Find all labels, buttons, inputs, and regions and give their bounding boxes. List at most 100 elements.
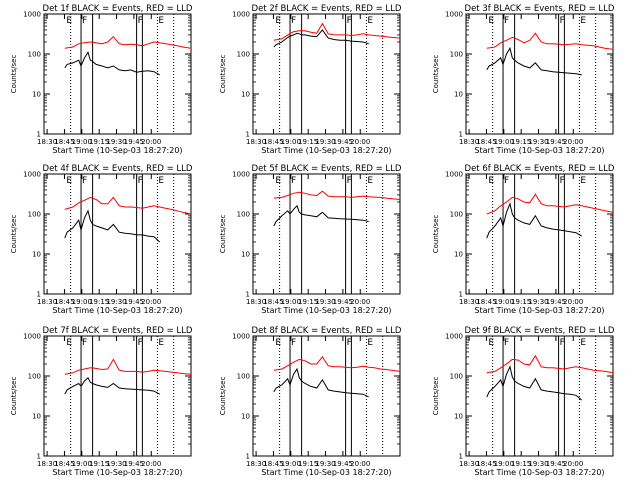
flag-label: F [138,338,143,348]
y-tick-label: 1000 [23,171,41,179]
panel-6: Det 6f BLACK = Events, RED = LLD 1 10 100 10… [432,164,615,315]
plot-frame [43,173,192,295]
flag-label: F [560,176,565,186]
y-tick-label: 100 [28,51,41,59]
x-tick-label: 19:15 [89,138,109,146]
flag-label: E [158,338,164,348]
x-tick-label: 19:30 [528,138,548,146]
y-tick-label: 10 [241,251,250,259]
x-tick-label: 20:00 [141,460,161,468]
flag-label: E [488,16,494,26]
y-tick-label: 1 [246,291,250,299]
flag-label: E [580,338,586,348]
flag-label: F [347,16,352,26]
x-tick-label: 20:00 [141,298,161,306]
x-axis-label: Start Time (10-Sep-03 18:27:20) [52,146,182,155]
x-tick-label: 18:30 [246,138,266,146]
flag-label: F [291,176,296,186]
panel-4: Det 4f BLACK = Events, RED = LLD 1 10 100 10… [10,164,193,315]
y-tick-label: 1 [37,291,41,299]
x-tick-label: 19:15 [298,460,318,468]
y-axis-label: Counts/sec [10,215,18,254]
x-tick-label: 19:30 [315,298,335,306]
flag-label: E [158,16,164,26]
x-tick-label: 19:15 [511,138,531,146]
series-events-line [273,29,369,48]
series-lld-line [64,35,192,49]
flag-label: E [275,338,281,348]
y-axis-label: Counts/sec [219,377,227,416]
x-axis-label: Start Time (10-Sep-03 18:27:20) [261,146,391,155]
y-tick-label: 1 [459,453,463,461]
x-tick-label: 19:45 [124,460,144,468]
x-tick-label: 18:45 [54,138,74,146]
panel-7: Det 7f BLACK = Events, RED = LLD 1 10 100 10… [10,326,193,477]
series-lld-line [486,354,614,374]
x-tick-label: 18:45 [263,298,283,306]
y-tick-label: 10 [32,413,41,421]
y-tick-label: 100 [28,373,41,381]
x-axis-label: Start Time (10-Sep-03 18:27:20) [261,468,391,477]
x-tick-label: 19:30 [528,460,548,468]
flag-label: E [66,16,72,26]
x-axis-label: Start Time (10-Sep-03 18:27:20) [261,306,391,315]
x-tick-label: 18:30 [37,460,57,468]
flag-label: F [138,176,143,186]
panel-2: Det 2f BLACK = Events, RED = LLD 1 10 100 10… [219,4,402,155]
y-tick-label: 100 [450,373,463,381]
y-tick-label: 1000 [445,11,463,19]
y-tick-label: 1 [459,131,463,139]
plot-frame [43,13,192,135]
flag-label: F [560,16,565,26]
series-events-line [486,365,583,401]
series-lld-line [273,356,401,372]
y-tick-label: 1 [246,131,250,139]
panel-8: Det 8f BLACK = Events, RED = LLD 1 10 100 10… [219,326,402,477]
panel-5: Det 5f BLACK = Events, RED = LLD 1 10 100 10… [219,164,402,315]
x-tick-label: 19:15 [89,460,109,468]
x-tick-label: 18:30 [459,298,479,306]
y-tick-label: 100 [28,211,41,219]
x-tick-label: 19:00 [281,298,301,306]
y-tick-label: 10 [32,91,41,99]
flag-label: F [82,338,87,348]
y-tick-label: 1000 [445,171,463,179]
y-tick-label: 100 [450,211,463,219]
flag-label: F [560,338,565,348]
series-lld-line [486,193,614,215]
series-events-line [64,209,161,243]
flag-label: E [367,176,373,186]
panel-title: Det 2f BLACK = Events, RED = LLD [252,4,402,14]
plot-frame [252,13,401,135]
series-lld-line [64,196,192,215]
plot-frame [465,173,614,295]
x-tick-label: 18:45 [476,298,496,306]
panel-3: Det 3f BLACK = Events, RED = LLD 1 10 100 10… [432,4,615,155]
y-axis-label: Counts/sec [10,55,18,94]
x-tick-label: 19:00 [494,460,514,468]
flag-label: E [275,176,281,186]
y-axis-label: Counts/sec [432,377,440,416]
flag-label: F [82,176,87,186]
series-lld-line [486,32,614,50]
plot-frame [252,173,401,295]
x-tick-label: 18:30 [246,298,266,306]
x-tick-label: 19:45 [333,138,353,146]
x-tick-label: 18:45 [476,138,496,146]
flag-label: E [488,176,494,186]
y-tick-label: 1000 [23,11,41,19]
y-axis-label: Counts/sec [432,55,440,94]
panel-title: Det 4f BLACK = Events, RED = LLD [43,164,193,174]
panel-title: Det 9f BLACK = Events, RED = LLD [465,326,615,336]
x-tick-label: 19:15 [89,298,109,306]
x-axis-label: Start Time (10-Sep-03 18:27:20) [474,306,604,315]
x-tick-label: 19:30 [315,138,335,146]
y-tick-label: 1000 [445,333,463,341]
flag-label: F [82,16,87,26]
x-tick-label: 20:00 [350,460,370,468]
flag-label: E [66,338,72,348]
y-tick-label: 1000 [232,171,250,179]
plot-frame [465,335,614,457]
flag-label: F [504,176,509,186]
x-tick-label: 19:00 [281,460,301,468]
